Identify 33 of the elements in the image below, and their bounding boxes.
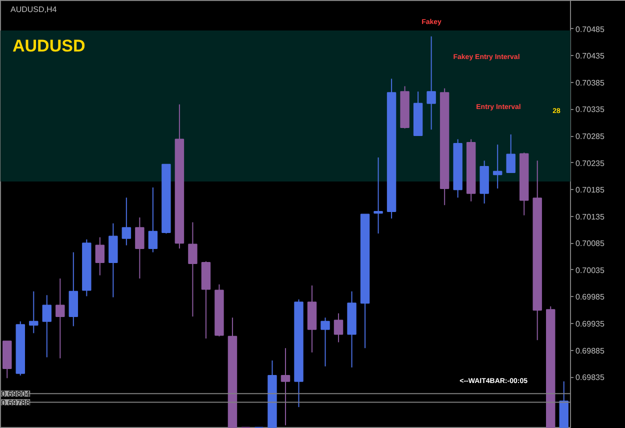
text: 0.70085 bbox=[576, 239, 604, 248]
candlestick bbox=[42, 294, 52, 358]
candlestick bbox=[506, 134, 516, 173]
candlestick bbox=[320, 317, 330, 367]
text: 0.70435 bbox=[576, 52, 604, 61]
text: 0.70485 bbox=[576, 24, 604, 34]
text: 0.69935 bbox=[576, 320, 604, 329]
candlestick bbox=[334, 312, 344, 343]
text: 0.70185 bbox=[576, 186, 604, 195]
text: 0.70335 bbox=[576, 105, 604, 114]
text: 0.70385 bbox=[576, 78, 604, 88]
candlestick bbox=[188, 222, 198, 318]
text: 0.70035 bbox=[576, 266, 604, 275]
text: 0.70135 bbox=[576, 212, 604, 222]
text: 0.70285 bbox=[576, 132, 604, 142]
text: 0.70235 bbox=[576, 158, 604, 168]
ref-line-label: 0.69788 bbox=[1, 398, 31, 408]
annotation: AUDUSD,H4 bbox=[10, 5, 58, 14]
candlestick bbox=[374, 156, 383, 234]
text: 0.69985 bbox=[576, 292, 604, 302]
ref-line-label: 0.69804 bbox=[1, 390, 31, 399]
candlestick bbox=[148, 186, 158, 253]
candlestick bbox=[29, 290, 38, 334]
candlestick bbox=[95, 236, 105, 276]
text: AUDUSD bbox=[12, 36, 86, 56]
candlestick bbox=[122, 197, 132, 246]
candlestick bbox=[280, 348, 290, 426]
candlestick bbox=[135, 216, 144, 280]
candlestick bbox=[56, 278, 65, 359]
candlestick bbox=[426, 36, 436, 130]
text: 0.69885 bbox=[576, 346, 604, 356]
candlestick bbox=[492, 144, 502, 190]
text: 0.69835 bbox=[576, 373, 604, 382]
